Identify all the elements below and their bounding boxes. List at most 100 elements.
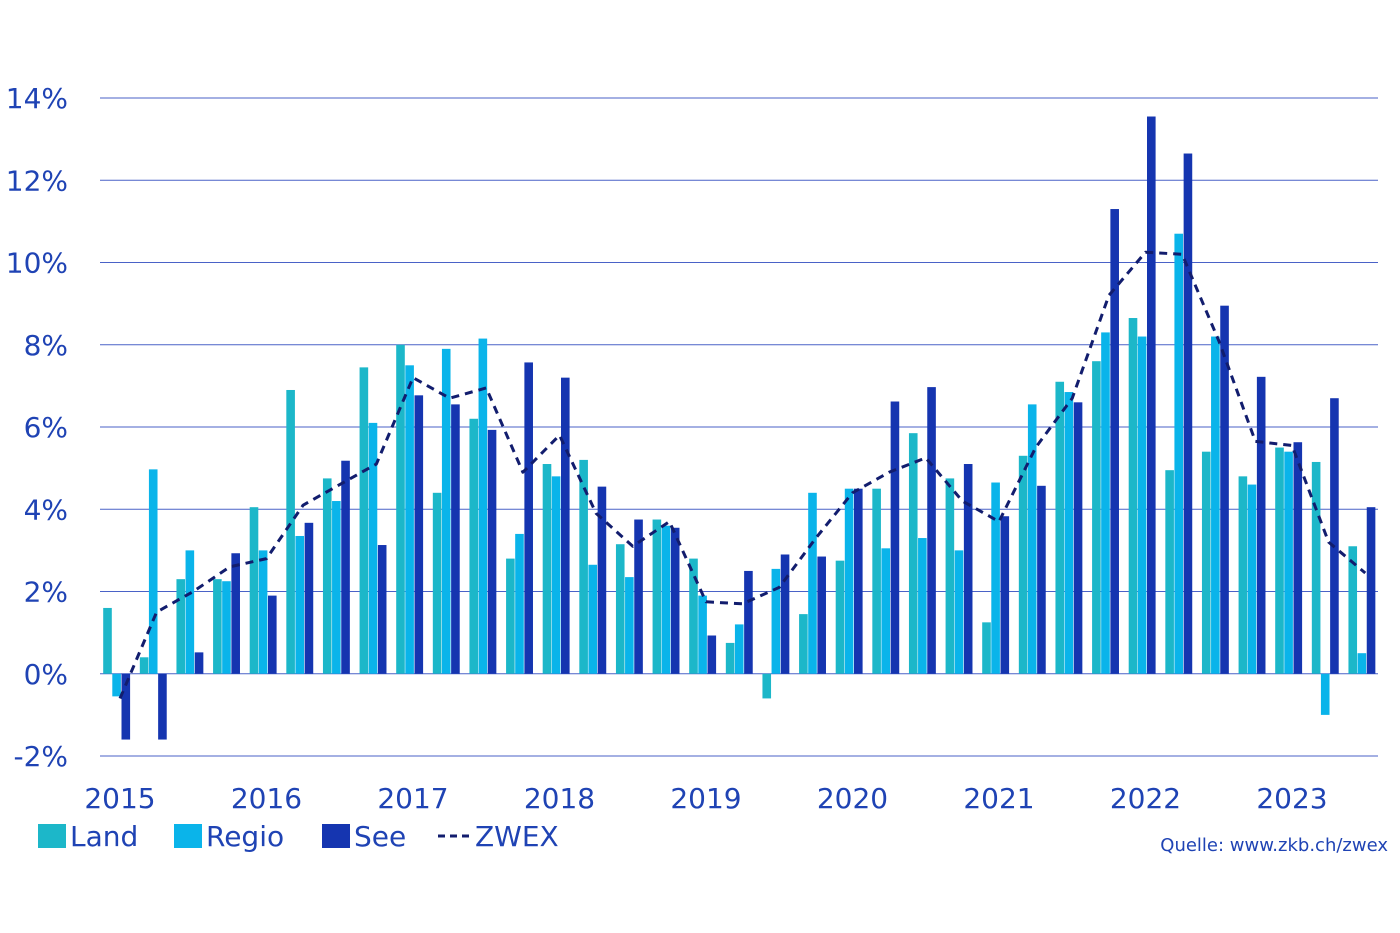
bar-land (139, 657, 149, 674)
y-tick-label: 14% (6, 82, 68, 115)
x-tick-label: 2019 (670, 782, 741, 815)
y-tick-label: 4% (24, 493, 68, 526)
bar-land (469, 418, 479, 674)
bar-regio (771, 568, 781, 674)
y-axis: -2% 0% 2% 4% 6% 8% 10% 12% 14% (6, 82, 68, 773)
legend-label-see: See (354, 820, 406, 853)
y-tick-label: 10% (6, 247, 68, 280)
bar-see (817, 556, 826, 674)
bar-land (432, 492, 442, 674)
bar-regio (258, 550, 268, 674)
bar-land (1092, 361, 1101, 674)
bar-land (322, 478, 332, 674)
bar-land (908, 433, 918, 674)
bar-see (927, 387, 936, 674)
bar-regio (405, 365, 414, 674)
bar-land (689, 558, 698, 674)
bar-see (414, 395, 424, 674)
bar-land (615, 544, 625, 674)
bar-land (762, 673, 772, 699)
bar-regio (1027, 404, 1037, 674)
bar-see (780, 554, 790, 674)
y-tick-label: 2% (24, 576, 68, 609)
legend-swatch-land (38, 824, 66, 848)
bar-see (1147, 116, 1156, 674)
bar-regio (1137, 336, 1147, 674)
bar-regio (1357, 653, 1367, 674)
bar-regio (148, 469, 158, 674)
bar-regio (698, 595, 707, 674)
bar-see (1293, 442, 1303, 674)
zwex-line-layer (118, 250, 1367, 700)
bar-see (1110, 209, 1119, 674)
bar-land (1311, 461, 1321, 674)
bar-regio (515, 533, 524, 674)
legend-label-regio: Regio (206, 820, 284, 853)
bar-regio (1064, 392, 1074, 674)
x-axis: 2015 2016 2017 2018 2019 2020 2021 2022 2023 (84, 782, 1327, 815)
bar-regio (478, 338, 488, 674)
bar-land (945, 478, 955, 674)
bar-land (249, 507, 259, 674)
bar-see (1220, 305, 1229, 674)
bar-see (121, 673, 131, 740)
bar-land (176, 579, 186, 674)
bar-regio (808, 492, 817, 674)
legend-swatch-regio (174, 824, 202, 848)
bar-see (194, 652, 204, 674)
y-tick-label: 12% (6, 164, 68, 197)
y-tick-label: -2% (13, 740, 68, 773)
bar-regio (1284, 451, 1293, 674)
bar-see (341, 460, 350, 674)
bar-land (1128, 318, 1138, 674)
bar-see (707, 635, 717, 674)
bar-see (1000, 516, 1010, 674)
x-tick-label: 2017 (377, 782, 448, 815)
bar-land (213, 579, 222, 674)
bar-land (1055, 381, 1065, 674)
bar-regio (954, 550, 964, 674)
bar-see (377, 545, 387, 674)
bar-land (103, 607, 112, 674)
bar-see (1366, 507, 1376, 674)
bar-regio (1211, 336, 1220, 674)
bar-see (634, 519, 643, 674)
bar-regio (1174, 233, 1184, 674)
x-tick-label: 2021 (963, 782, 1034, 815)
bar-see (670, 527, 680, 674)
bar-land (725, 642, 735, 674)
bar-regio (222, 581, 231, 674)
bar-land (286, 389, 295, 674)
source-note: Quelle: www.zkb.ch/zwex (1160, 835, 1388, 856)
legend-label-land: Land (70, 820, 138, 853)
bar-regio (844, 488, 854, 674)
bar-see (451, 404, 460, 674)
x-tick-label: 2020 (817, 782, 888, 815)
bar-see (231, 553, 240, 674)
bar-land (1201, 451, 1211, 674)
bar-see (1256, 376, 1266, 674)
bar-regio (441, 348, 451, 674)
bar-see (854, 488, 863, 674)
bar-see (890, 401, 900, 674)
bar-regio (588, 564, 598, 674)
bar-land (1348, 546, 1358, 674)
x-tick-label: 2018 (524, 782, 595, 815)
bar-land (1238, 476, 1248, 674)
legend: Land Regio See ZWEX (38, 820, 559, 853)
bar-land (542, 464, 552, 674)
bar-see (561, 377, 570, 674)
y-tick-label: 6% (24, 411, 68, 444)
bar-see (158, 673, 167, 740)
bar-regio (185, 550, 195, 674)
bar-regio (881, 548, 891, 674)
bar-land (506, 558, 515, 674)
bar-land (1165, 470, 1174, 674)
bar-regio (1320, 673, 1330, 715)
bar-see (744, 570, 753, 674)
bar-regio (1247, 484, 1257, 674)
bar-see (963, 464, 973, 674)
bar-regio (991, 482, 1000, 674)
bar-see (268, 595, 277, 674)
